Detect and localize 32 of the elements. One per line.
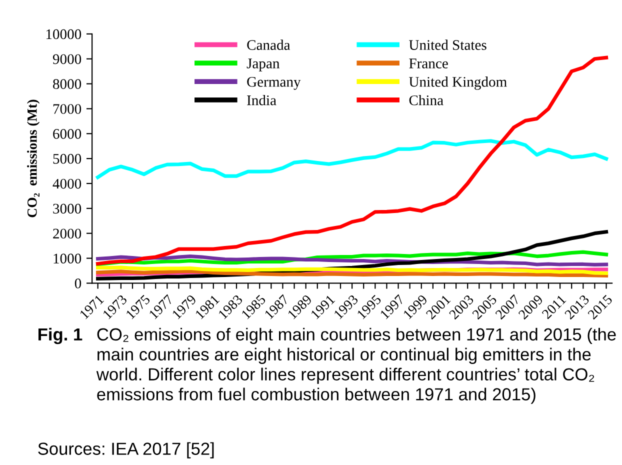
source-note: Sources: IEA 2017 [52] — [38, 442, 214, 458]
y-tick-label: 0 — [74, 278, 82, 288]
x-tick-label: 1991 — [310, 294, 336, 320]
y-axis-title: CO₂ emissions (Mt) — [27, 100, 40, 218]
caption: Fig. 1 — [38, 328, 82, 344]
line-series — [96, 56, 608, 266]
legend-label: Canada — [247, 40, 290, 50]
legend-label: Japan — [246, 58, 280, 72]
legend-label: France — [409, 58, 448, 68]
x-tick-label: 1971 — [79, 294, 104, 320]
y-tick-label: 9000 — [52, 54, 82, 64]
y-tick-label: 7000 — [53, 104, 82, 114]
y-tick-label: 5000 — [53, 154, 82, 164]
y-tick-label: 8000 — [53, 79, 82, 89]
y-tick-label: 3000 — [53, 204, 82, 214]
y-tick-label: 10000 — [46, 29, 82, 40]
y-tick-label: 1000 — [54, 254, 82, 264]
legend-label: United States — [409, 40, 486, 50]
line-series — [96, 139, 608, 180]
legend-label: India — [247, 94, 276, 106]
x-tick-label: 2011 — [541, 294, 566, 320]
y-tick-label: 6000 — [53, 129, 82, 139]
x-tick-label: 2001 — [426, 294, 451, 320]
x-tick-label: 1983 — [218, 294, 244, 320]
legend-label: China — [409, 94, 444, 106]
x-tick-label: 1973 — [102, 294, 128, 320]
legend-label: Germany — [247, 76, 301, 90]
legend-label: United Kingdom — [409, 76, 507, 90]
y-tick-label: 2000 — [53, 228, 82, 239]
y-tick-label: 4000 — [52, 178, 82, 189]
x-tick-label: 1981 — [194, 294, 220, 320]
text: CO₂ emissions of eight main countries between 1971 and 2015 (the main countries are eight historical or continual big emitters in the world. Different color lines represent different countries’ total CO₂ emissions from fuel combustion between 1971 and 2015) — [96, 328, 616, 404]
